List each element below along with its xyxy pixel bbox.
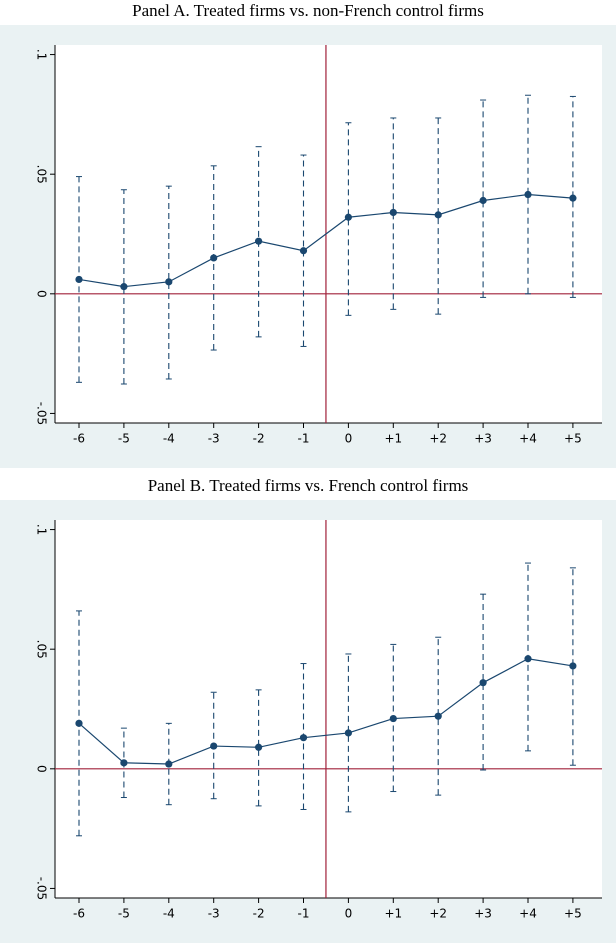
plot-area — [55, 520, 602, 898]
y-tick-label: .1 — [35, 524, 49, 535]
estimate-point — [255, 743, 263, 751]
x-tick-label: -6 — [73, 432, 85, 446]
estimate-point — [75, 719, 83, 727]
plot-area — [55, 45, 602, 423]
estimate-point — [75, 275, 83, 284]
x-tick-label: 0 — [345, 432, 353, 446]
estimate-line — [78, 193, 573, 288]
estimate-point — [569, 662, 577, 670]
estimate-point — [479, 679, 487, 687]
x-tick-label: -3 — [208, 432, 220, 446]
estimate-point — [524, 655, 532, 663]
x-tick-label: +1 — [384, 907, 402, 921]
x-tick-label: -4 — [163, 432, 175, 446]
estimate-line — [78, 658, 573, 765]
x-tick-label: -1 — [298, 432, 310, 446]
x-tick-label: -2 — [253, 907, 265, 921]
estimate-point — [299, 247, 308, 255]
y-tick-label: -.05 — [35, 877, 49, 900]
y-tick-label: .05 — [35, 640, 49, 659]
y-tick-label: .05 — [35, 165, 49, 184]
x-tick-label: -3 — [208, 907, 220, 921]
x-tick-label: -2 — [253, 432, 265, 446]
estimate-point — [120, 759, 128, 767]
estimate-point — [210, 254, 218, 262]
x-tick-label: +3 — [474, 907, 492, 921]
estimate-point — [434, 211, 442, 219]
estimate-point — [569, 194, 577, 202]
estimate-point — [165, 278, 173, 286]
estimate-point — [434, 712, 442, 720]
panel-title: Panel A. Treated firms vs. non-French co… — [132, 1, 484, 20]
y-tick-label: 0 — [35, 765, 49, 773]
x-tick-label: +2 — [429, 907, 447, 921]
estimate-point — [255, 237, 263, 245]
y-tick-label: 0 — [35, 290, 49, 298]
estimate-point — [524, 190, 532, 199]
estimate-point — [210, 742, 218, 750]
x-tick-label: -5 — [118, 432, 130, 446]
x-tick-label: +2 — [429, 432, 447, 446]
x-tick-label: -4 — [163, 907, 175, 921]
x-tick-label: +4 — [519, 907, 537, 921]
x-tick-label: -1 — [298, 907, 310, 921]
y-tick-label: -.05 — [35, 402, 49, 425]
estimate-point — [120, 283, 128, 291]
estimate-point — [389, 208, 397, 217]
x-tick-label: +3 — [474, 432, 492, 446]
y-tick-label: .1 — [35, 49, 49, 60]
estimate-point — [344, 729, 352, 737]
estimate-point — [299, 734, 308, 742]
estimate-point — [344, 213, 352, 221]
x-tick-label: -6 — [73, 907, 85, 921]
panel-title: Panel B. Treated firms vs. French contro… — [148, 476, 469, 495]
x-tick-label: +1 — [384, 432, 402, 446]
estimate-point — [479, 196, 487, 205]
x-tick-label: +5 — [564, 432, 582, 446]
x-tick-label: +5 — [564, 907, 582, 921]
x-tick-label: -5 — [118, 907, 130, 921]
x-tick-label: 0 — [345, 907, 353, 921]
estimate-point — [389, 714, 397, 723]
estimate-point — [165, 760, 173, 768]
x-tick-label: +4 — [519, 432, 537, 446]
